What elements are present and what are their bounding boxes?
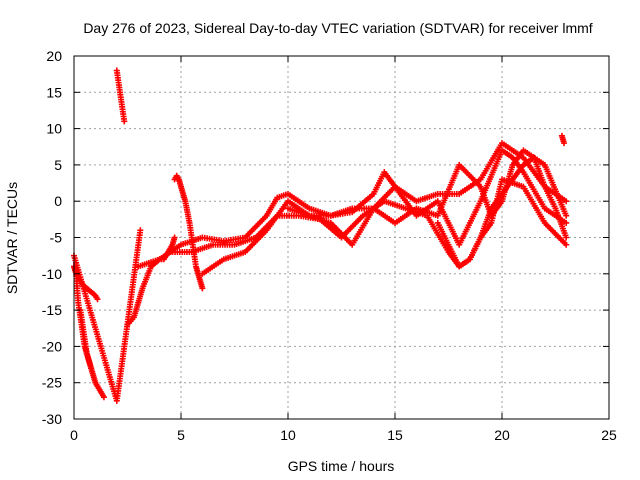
trace-point <box>176 243 183 250</box>
trace-point <box>192 261 199 268</box>
x-tick-label: 25 <box>601 427 617 443</box>
trace-point <box>87 363 94 370</box>
x-tick-label: 5 <box>177 427 185 443</box>
trace-point <box>134 301 141 308</box>
trace-point <box>93 294 100 301</box>
trace-point <box>273 196 280 203</box>
trace-point <box>497 142 504 149</box>
y-tick-label: 0 <box>54 193 62 209</box>
trace-point <box>218 257 225 264</box>
trace-point <box>147 265 154 272</box>
trace-point <box>90 291 97 298</box>
trace-point <box>240 249 247 256</box>
trace-point <box>518 182 525 189</box>
trace-point <box>89 370 96 377</box>
trace-point <box>432 211 439 218</box>
trace-point <box>304 204 311 211</box>
trace-point <box>93 381 100 388</box>
trace-point <box>198 283 205 290</box>
trace-point <box>179 189 186 196</box>
trace-point <box>539 160 546 167</box>
trace-point <box>508 178 515 185</box>
trace-point <box>154 257 161 264</box>
x-tick-label: 10 <box>280 427 296 443</box>
y-tick-label: -30 <box>42 411 62 427</box>
y-tick-label: -20 <box>42 338 62 354</box>
trace-point <box>475 182 482 189</box>
trace-point <box>432 199 439 206</box>
trace-point <box>540 217 547 224</box>
trace-point <box>325 219 332 226</box>
trace-point <box>261 228 268 235</box>
trace-point <box>358 214 365 221</box>
trace-point <box>444 239 451 246</box>
trace-point <box>142 276 149 283</box>
y-tick-label: 20 <box>46 48 62 64</box>
trace-point <box>138 287 145 294</box>
y-tick-label: 15 <box>46 84 62 100</box>
x-tick-label: 0 <box>70 427 78 443</box>
y-tick-label: -25 <box>42 375 62 391</box>
trace-point <box>507 153 514 160</box>
trace-point <box>181 196 188 203</box>
trace-point <box>465 257 472 264</box>
trace-point <box>562 232 569 239</box>
x-tick-label: 15 <box>387 427 403 443</box>
x-axis-label: GPS time / hours <box>288 458 395 474</box>
trace-point <box>497 200 504 207</box>
y-tick-label: -5 <box>50 230 63 246</box>
y-tick-label: 5 <box>54 157 62 173</box>
trace-point <box>562 210 569 217</box>
trace-point <box>561 240 568 247</box>
trace-point <box>368 205 375 212</box>
y-tick-label: 10 <box>46 121 62 137</box>
trace-point <box>136 229 143 236</box>
chart-title: Day 276 of 2023, Sidereal Day-to-day VTE… <box>83 20 592 36</box>
trace-point <box>476 200 483 207</box>
trace-point <box>95 385 102 392</box>
trace-point <box>99 392 106 399</box>
trace-point <box>196 276 203 283</box>
trace-point <box>194 268 201 275</box>
trace-point <box>540 181 547 188</box>
trace-point <box>453 190 460 197</box>
trace-point <box>97 388 104 395</box>
trace-point <box>174 174 181 181</box>
trace-point <box>400 204 407 211</box>
trace-point <box>177 181 184 188</box>
data-marks <box>71 67 570 404</box>
trace-point <box>551 203 558 210</box>
trace-point <box>171 236 178 243</box>
axis-ticks: 0 5 10 15 20 25 -30 -25 -20 -15 -10 -5 0 5 10 15 20 <box>42 48 617 443</box>
trace-point <box>120 115 127 122</box>
trace-point <box>519 163 526 170</box>
trace-point <box>540 203 547 210</box>
trace-point <box>83 348 90 355</box>
trace-point <box>91 377 98 384</box>
y-tick-label: -15 <box>42 302 62 318</box>
trace-point <box>261 214 268 221</box>
y-tick-label: -10 <box>42 266 62 282</box>
trace-point <box>509 164 516 171</box>
trace-point <box>560 138 567 145</box>
y-axis-label: SDTVAR / TECUs <box>4 182 20 294</box>
x-tick-label: 20 <box>494 427 510 443</box>
trace-point <box>368 192 375 199</box>
trace-point <box>129 316 136 323</box>
trace-point <box>487 207 494 214</box>
trace-point <box>183 206 190 213</box>
grid-lines <box>74 56 609 419</box>
trace-point <box>497 192 504 199</box>
trace-point <box>476 236 483 243</box>
